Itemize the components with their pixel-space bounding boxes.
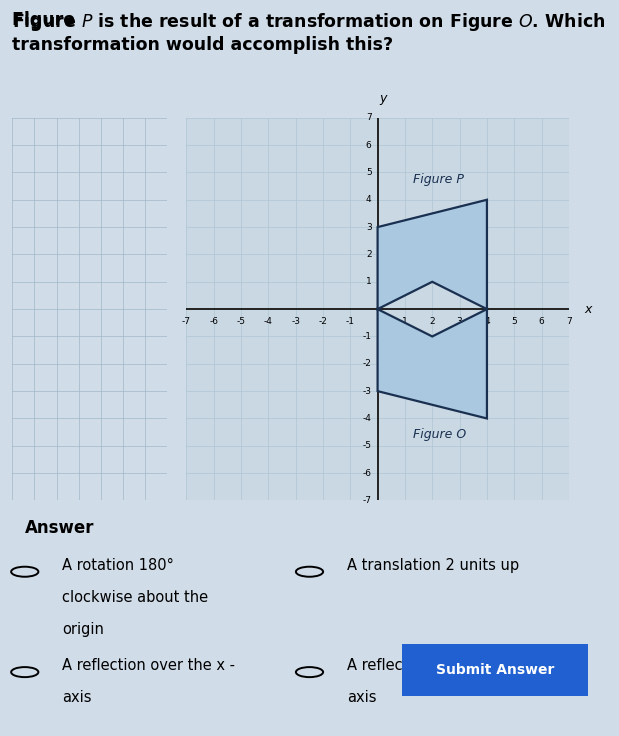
Text: -2: -2: [363, 359, 371, 368]
Text: 6: 6: [539, 316, 545, 326]
Text: axis: axis: [347, 690, 376, 705]
Text: -5: -5: [363, 442, 371, 450]
Text: 2: 2: [430, 316, 435, 326]
Text: y: y: [379, 92, 386, 105]
Text: x: x: [584, 302, 592, 316]
Text: 7: 7: [566, 316, 572, 326]
Text: 4: 4: [366, 195, 371, 205]
Text: -3: -3: [291, 316, 300, 326]
Text: A rotation 180°: A rotation 180°: [62, 558, 174, 573]
Text: A translation 2 units up: A translation 2 units up: [347, 558, 519, 573]
Text: Figure O: Figure O: [413, 428, 466, 441]
Text: -5: -5: [236, 316, 245, 326]
Text: 2: 2: [366, 250, 371, 259]
Text: -1: -1: [346, 316, 355, 326]
Text: -4: -4: [363, 414, 371, 423]
Polygon shape: [378, 199, 487, 309]
Text: Figure $P$ is the result of a transformation on Figure $O$. Which
transformation: Figure $P$ is the result of a transforma…: [12, 11, 606, 54]
Text: Figure: Figure: [12, 11, 82, 29]
Text: 1: 1: [402, 316, 408, 326]
Text: -2: -2: [319, 316, 327, 326]
Text: 5: 5: [511, 316, 517, 326]
Text: 4: 4: [484, 316, 490, 326]
Text: A reflection over the x -: A reflection over the x -: [62, 659, 235, 673]
Text: -1: -1: [363, 332, 371, 341]
Text: -6: -6: [209, 316, 218, 326]
Text: Answer: Answer: [25, 520, 94, 537]
Text: -7: -7: [182, 316, 191, 326]
Text: -6: -6: [363, 469, 371, 478]
Text: axis: axis: [62, 690, 92, 705]
Polygon shape: [378, 309, 487, 419]
Text: A reflection over the y -: A reflection over the y -: [347, 659, 519, 673]
Text: origin: origin: [62, 622, 104, 637]
Text: clockwise about the: clockwise about the: [62, 590, 208, 605]
Text: Figure P: Figure P: [413, 174, 464, 186]
Text: Submit Answer: Submit Answer: [436, 662, 555, 677]
Text: 3: 3: [457, 316, 462, 326]
Text: 7: 7: [366, 113, 371, 122]
Text: 3: 3: [366, 222, 371, 232]
Text: 1: 1: [366, 277, 371, 286]
Text: 6: 6: [366, 141, 371, 149]
Text: 5: 5: [366, 168, 371, 177]
Text: -7: -7: [363, 496, 371, 505]
Text: -4: -4: [264, 316, 273, 326]
Text: -3: -3: [363, 386, 371, 396]
